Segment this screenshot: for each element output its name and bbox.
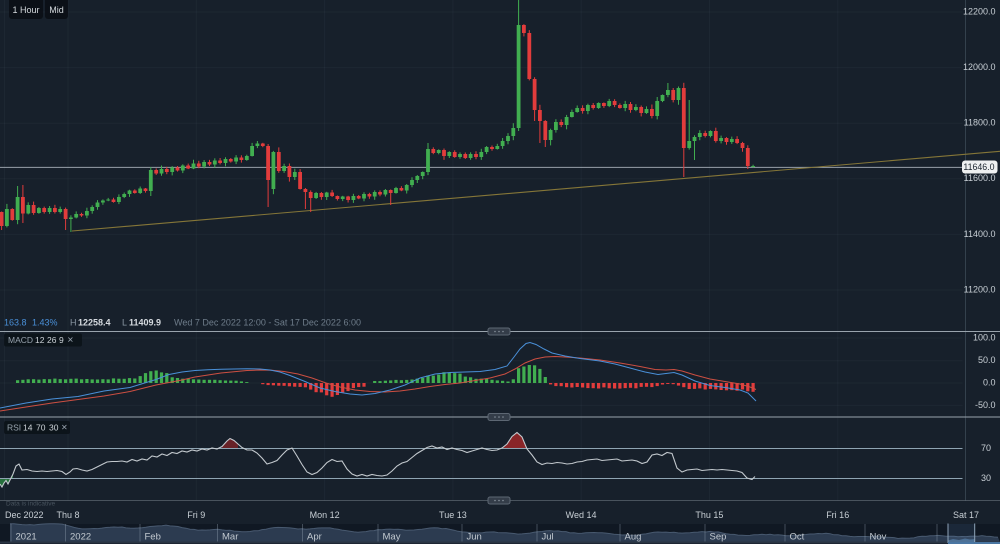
- svg-text:Dec 2022: Dec 2022: [5, 510, 44, 520]
- svg-text:-50.0: -50.0: [975, 400, 996, 410]
- svg-text:Jul: Jul: [542, 532, 554, 543]
- svg-text:Jun: Jun: [467, 532, 482, 543]
- svg-text:0.0: 0.0: [983, 377, 996, 387]
- svg-text:Wed 14: Wed 14: [566, 510, 597, 520]
- svg-text:Fri 9: Fri 9: [187, 510, 205, 520]
- svg-text:12000.0: 12000.0: [963, 62, 996, 72]
- svg-text:50.0: 50.0: [978, 355, 996, 365]
- svg-text:Sep: Sep: [710, 532, 727, 543]
- svg-text:Data is indicative: Data is indicative: [6, 501, 56, 508]
- svg-text:70: 70: [981, 443, 991, 453]
- svg-text:Thu 15: Thu 15: [695, 510, 723, 520]
- svg-text:70: 70: [36, 422, 46, 432]
- svg-text:14: 14: [23, 422, 33, 432]
- svg-text:2021: 2021: [16, 532, 37, 543]
- svg-text:2022: 2022: [70, 532, 91, 543]
- svg-text:Aug: Aug: [625, 532, 642, 543]
- svg-text:Fri 16: Fri 16: [826, 510, 849, 520]
- svg-text:11200.0: 11200.0: [964, 284, 996, 294]
- svg-text:12: 12: [35, 335, 45, 345]
- svg-text:Nov: Nov: [870, 532, 887, 543]
- svg-text:Sat 17: Sat 17: [953, 510, 979, 520]
- svg-text:Thu 8: Thu 8: [56, 510, 79, 520]
- svg-text:H: H: [70, 317, 77, 327]
- svg-text:Mar: Mar: [222, 532, 238, 543]
- svg-text:Feb: Feb: [145, 532, 161, 543]
- svg-text:1 Hour: 1 Hour: [12, 5, 39, 15]
- svg-text:Mid: Mid: [49, 5, 64, 15]
- svg-text:30: 30: [981, 473, 991, 483]
- svg-text:✕: ✕: [67, 336, 74, 345]
- svg-text:1.43%: 1.43%: [32, 317, 58, 327]
- svg-text:30: 30: [49, 422, 59, 432]
- svg-text:MACD: MACD: [8, 335, 33, 345]
- svg-text:11646.0: 11646.0: [963, 162, 994, 172]
- svg-text:Wed 7 Dec 2022 12:00 - Sat 17: Wed 7 Dec 2022 12:00 - Sat 17 Dec 2022 6…: [174, 317, 361, 327]
- svg-text:Mon 12: Mon 12: [310, 510, 340, 520]
- svg-text:11800.0: 11800.0: [964, 118, 996, 128]
- svg-text:Tue 13: Tue 13: [439, 510, 467, 520]
- svg-text:May: May: [383, 532, 401, 543]
- svg-text:12258.4: 12258.4: [78, 317, 111, 327]
- svg-text:26: 26: [47, 335, 57, 345]
- svg-text:11600.0: 11600.0: [964, 173, 996, 183]
- svg-text:11409.9: 11409.9: [129, 317, 161, 327]
- svg-text:100.0: 100.0: [973, 332, 996, 342]
- svg-text:163.8: 163.8: [4, 317, 27, 327]
- svg-text:✕: ✕: [61, 423, 68, 432]
- svg-text:Oct: Oct: [790, 532, 805, 543]
- svg-text:RSI: RSI: [7, 422, 21, 432]
- svg-text:9: 9: [59, 335, 64, 345]
- svg-text:12200.0: 12200.0: [963, 6, 996, 16]
- svg-text:L: L: [122, 317, 127, 327]
- svg-text:Apr: Apr: [307, 532, 322, 543]
- svg-text:11400.0: 11400.0: [964, 229, 996, 239]
